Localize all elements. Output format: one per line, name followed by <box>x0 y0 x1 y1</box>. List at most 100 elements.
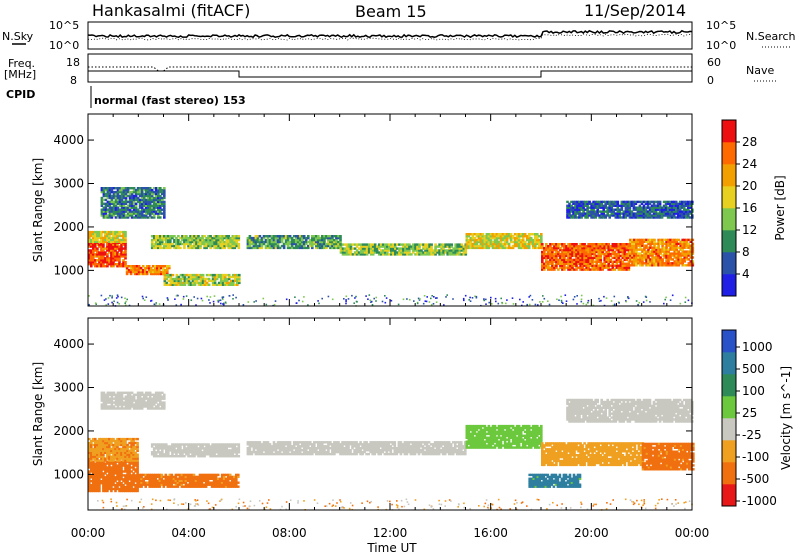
power-cell <box>529 240 533 244</box>
velocity-cell <box>122 459 125 462</box>
power-cell <box>359 243 363 246</box>
power-cell <box>635 246 638 249</box>
power-cell <box>667 240 670 243</box>
power-cell <box>148 206 152 209</box>
power-cell <box>133 268 137 272</box>
power-cell <box>582 210 585 213</box>
power-cell <box>572 212 575 215</box>
power-cell <box>102 188 106 192</box>
velocity-cell <box>100 395 104 398</box>
power-cell <box>161 246 164 250</box>
velocity-cell <box>222 485 226 488</box>
power-noise-point <box>115 297 118 299</box>
velocity-cell <box>102 405 106 408</box>
power-cell <box>677 264 680 267</box>
power-cell <box>491 242 495 246</box>
power-cell <box>618 216 622 219</box>
power-cell <box>106 238 109 242</box>
power-cell <box>642 212 646 215</box>
power-cell <box>207 273 211 277</box>
power-cell <box>621 264 625 267</box>
power-cell <box>96 247 99 250</box>
power-cell <box>203 242 206 246</box>
power-cell <box>100 245 103 248</box>
velocity-cell <box>202 473 206 477</box>
power-cell <box>140 204 144 207</box>
velocity-cell <box>237 481 240 484</box>
power-cell <box>635 260 638 263</box>
power-cell <box>585 252 588 256</box>
velocity-cell <box>136 466 139 469</box>
power-cell <box>110 255 113 258</box>
power-cell <box>569 260 572 263</box>
power-cell <box>98 234 101 238</box>
power-noise-point <box>500 297 502 300</box>
velocity-cell <box>142 479 145 482</box>
power-cell <box>426 245 429 248</box>
velocity-cell <box>210 477 214 480</box>
power-cell <box>681 240 684 243</box>
power-cell <box>173 246 176 250</box>
power-cell <box>195 279 199 283</box>
power-cell <box>639 242 642 245</box>
power-cell <box>464 251 468 254</box>
power-cell <box>414 247 417 250</box>
power-data-cells <box>88 187 695 307</box>
power-cell <box>583 252 586 256</box>
power-cell <box>679 248 682 251</box>
power-cell <box>213 246 216 250</box>
power-cell <box>195 238 198 242</box>
power-cell <box>173 279 177 283</box>
velocity-cell <box>182 485 186 488</box>
power-cell <box>656 206 660 209</box>
velocity-cell <box>134 455 137 458</box>
power-cell <box>597 256 600 260</box>
power-cell <box>581 262 584 265</box>
power-cell <box>543 246 546 250</box>
power-noise-point <box>598 300 601 302</box>
power-cell <box>211 238 214 242</box>
velocity-cell <box>176 479 180 482</box>
power-cell <box>428 251 431 254</box>
power-cell <box>583 258 586 262</box>
power-cell <box>615 243 619 246</box>
power-noise-point <box>587 299 590 302</box>
power-cell <box>100 261 103 264</box>
velocity-cell <box>138 477 141 480</box>
velocity-cell <box>144 485 147 488</box>
power-cell <box>599 243 602 246</box>
power-cell <box>465 236 469 240</box>
power-cell <box>108 234 111 238</box>
power-cell <box>687 208 690 211</box>
power-cell <box>571 254 574 258</box>
power-cell <box>402 251 405 254</box>
power-cell <box>499 244 503 248</box>
power-cell <box>108 208 112 211</box>
power-cell <box>138 192 142 196</box>
velocity-cell <box>122 457 125 460</box>
velocity-cell <box>126 478 129 481</box>
power-cell <box>153 265 157 268</box>
power-cell <box>585 250 588 254</box>
velocity-cell <box>108 439 111 443</box>
power-cell <box>651 238 654 242</box>
power-cell <box>648 212 652 215</box>
power-cell <box>679 260 682 263</box>
power-cell <box>408 253 411 256</box>
velocity-cell <box>90 443 93 447</box>
velocity-cell <box>235 477 238 480</box>
power-cell <box>177 283 181 286</box>
power-cell <box>648 210 652 213</box>
power-cell <box>217 235 220 238</box>
power-cell <box>599 254 602 258</box>
power-cell <box>591 266 594 269</box>
power-cell <box>585 245 588 248</box>
power-cell <box>646 210 650 213</box>
power-cell <box>414 253 417 256</box>
power-cell <box>571 258 574 262</box>
velocity-cell <box>168 485 172 488</box>
power-cell <box>555 243 558 246</box>
velocity-cell <box>126 453 129 456</box>
power-cell <box>102 251 105 254</box>
power-cell <box>687 244 691 247</box>
